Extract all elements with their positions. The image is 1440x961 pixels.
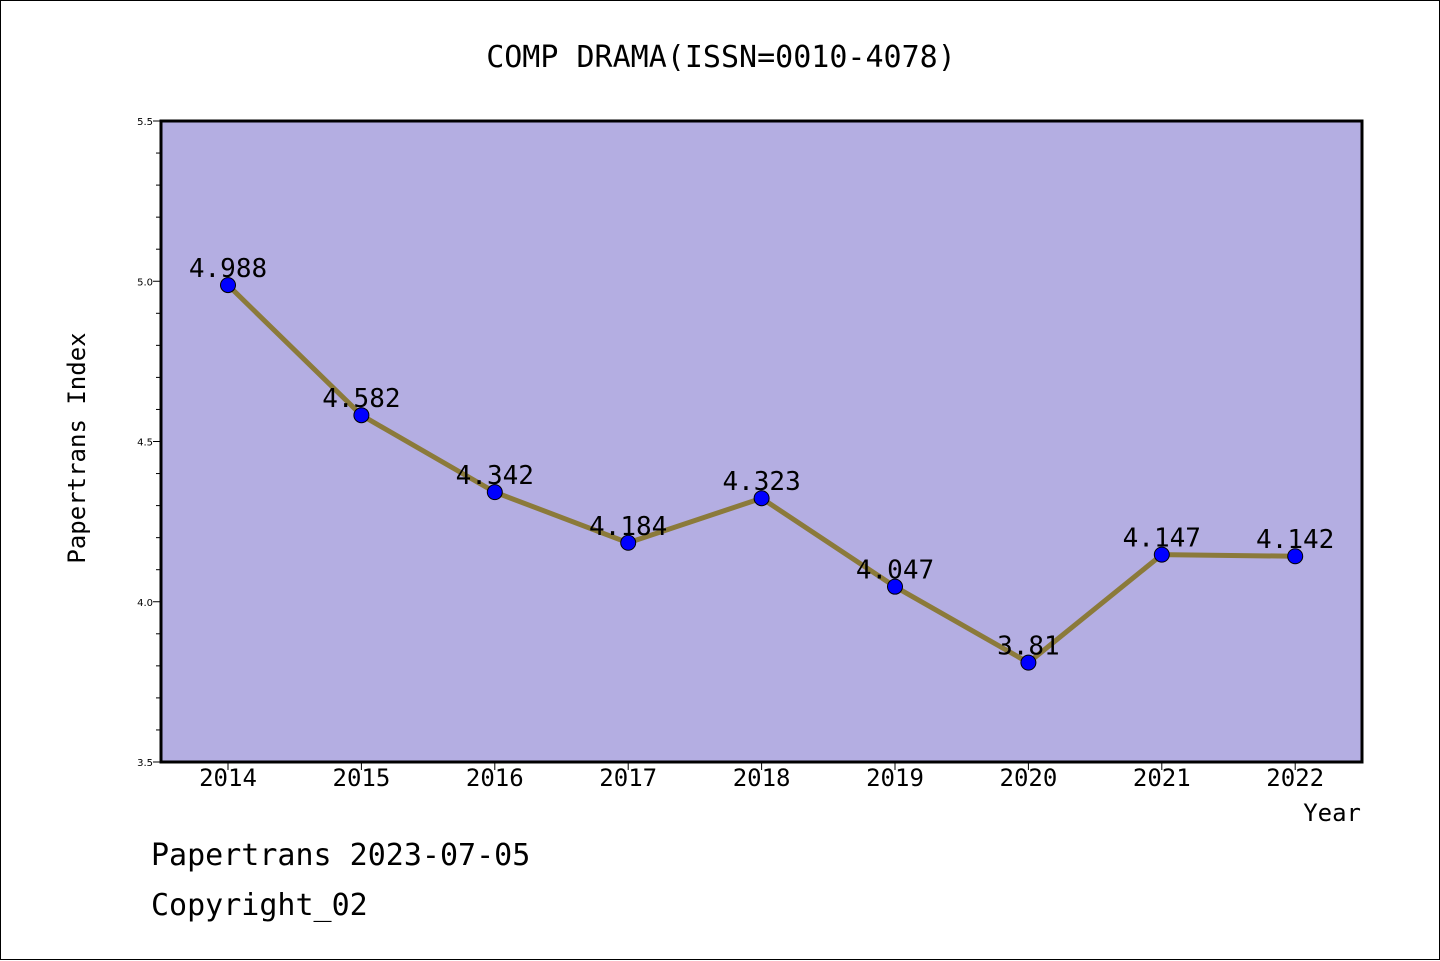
y-tick-label: 4.0 [137, 598, 153, 609]
y-tick-label: 5.5 [137, 117, 153, 128]
plot-area [161, 121, 1362, 762]
y-tick-label: 3.5 [137, 758, 153, 769]
x-axis: 2014 2015 2016 2017 2018 2019 2020 2021 2022 [199, 762, 1324, 792]
x-tick-label: 2015 [333, 764, 391, 792]
plot-border [159, 119, 1364, 764]
data-point [353, 407, 370, 424]
data-point [887, 578, 903, 595]
x-tick-label: 2022 [1266, 764, 1324, 792]
y-tick-label: 5.0 [137, 277, 153, 288]
data-point [1153, 546, 1170, 563]
x-tick-label: 2019 [866, 764, 924, 792]
data-point [1020, 654, 1037, 671]
data-point [486, 484, 503, 501]
data-point [220, 277, 236, 294]
x-tick-label: 2020 [1000, 764, 1058, 792]
y-axis: 3.5 4.0 4.5 5.0 5.5 [137, 117, 161, 769]
x-axis-title: Year [1303, 799, 1361, 827]
x-tick-label: 2014 [199, 764, 257, 792]
x-tick-label: 2017 [599, 764, 657, 792]
x-tick-label: 2021 [1133, 764, 1191, 792]
data-point [1287, 548, 1304, 565]
data-point [753, 490, 770, 507]
footer-copyright: Copyright_02 [151, 888, 368, 923]
chart-title: COMP DRAMA(ISSN=0010-4078) [486, 40, 956, 75]
x-tick-label: 2016 [466, 764, 524, 792]
y-tick-label: 4.5 [137, 438, 153, 449]
footer-source: Papertrans 2023-07-05 [151, 838, 530, 873]
x-tick-label: 2018 [733, 764, 791, 792]
y-axis-title: Papertrans Index [63, 332, 91, 563]
data-point [620, 534, 637, 551]
data-markers [220, 277, 1304, 671]
